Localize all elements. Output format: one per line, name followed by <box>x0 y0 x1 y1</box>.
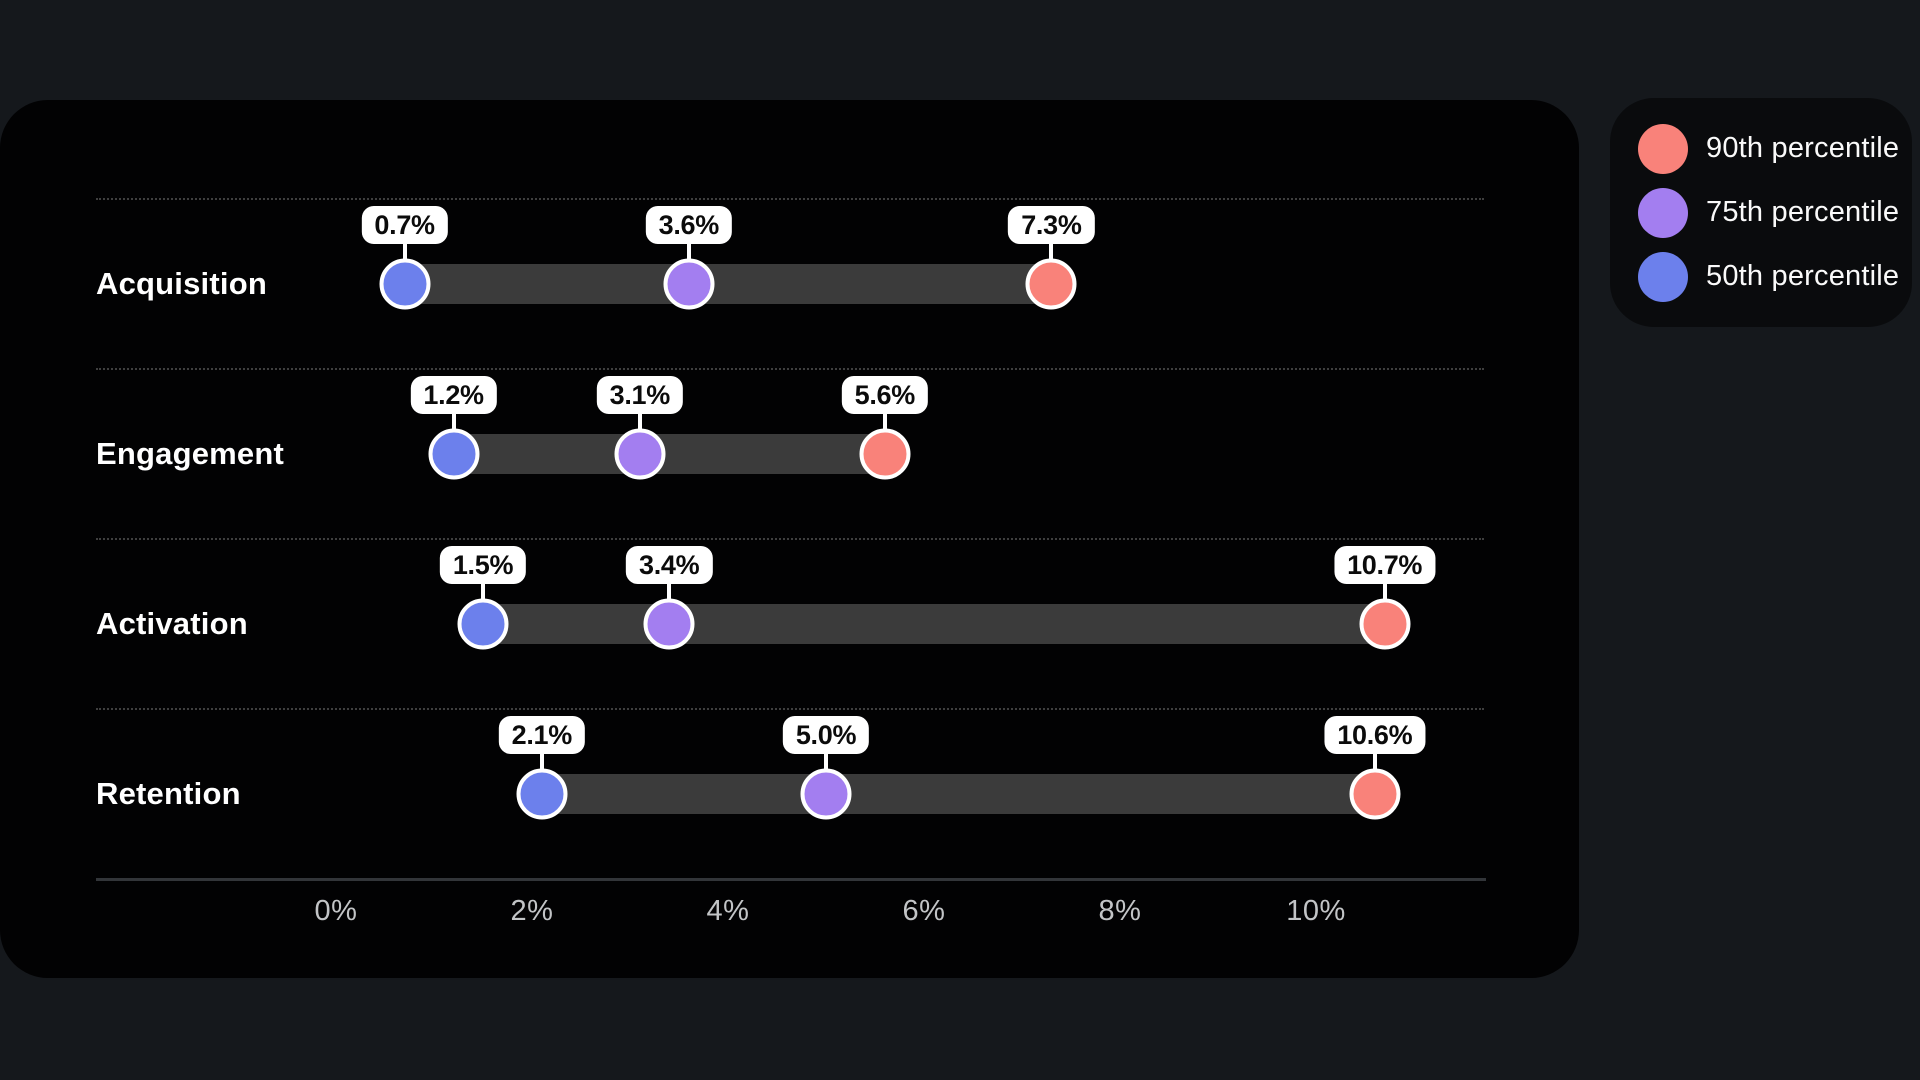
callout-stem <box>882 412 887 432</box>
category-label: Engagement <box>96 436 285 471</box>
range-bar <box>541 774 1375 814</box>
chart-card: Acquisition 0.7% 3.6% 7.3% Engagement 1.2% 3.1… <box>0 100 1579 978</box>
x-axis-line <box>96 878 1486 881</box>
category-label: Activation <box>96 606 248 641</box>
dot-p50 <box>428 428 480 480</box>
range-bar <box>453 434 885 474</box>
row-separator <box>96 368 1484 370</box>
dot-p75 <box>614 428 666 480</box>
callout-stem <box>539 752 544 772</box>
row-separator <box>96 198 1484 200</box>
dot-p90 <box>859 428 911 480</box>
dot-p50 <box>379 258 431 310</box>
value-callout: 5.6% <box>841 376 928 414</box>
value-callout: 3.4% <box>626 546 713 584</box>
range-bar <box>483 604 1385 644</box>
legend-swatch-p75 <box>1638 187 1688 238</box>
legend-swatch-p50 <box>1638 251 1688 302</box>
callout-stem <box>1372 752 1377 772</box>
legend-swatch-p90 <box>1638 123 1688 174</box>
value-callout: 1.5% <box>439 546 527 584</box>
category-label: Acquisition <box>96 266 267 301</box>
row-separator <box>96 708 1484 710</box>
callout-stem <box>686 242 691 262</box>
callout-stem <box>824 752 828 772</box>
dot-p90 <box>1349 768 1401 820</box>
value-callout: 3.1% <box>596 376 683 414</box>
dot-p75 <box>800 768 852 820</box>
callout-stem <box>402 242 407 262</box>
row-separator <box>96 538 1484 540</box>
legend-item-p90[interactable]: 90th percentile <box>1638 123 1912 174</box>
value-callout: 3.6% <box>645 206 732 244</box>
dot-p90 <box>1359 598 1411 650</box>
callout-stem <box>637 412 642 432</box>
callout-stem <box>1049 242 1054 262</box>
legend-item-p75[interactable]: 75th percentile <box>1638 187 1912 238</box>
callout-stem <box>667 582 672 602</box>
value-callout: 5.0% <box>782 716 870 754</box>
range-bar <box>404 264 1052 304</box>
value-callout: 0.7% <box>361 206 448 244</box>
dot-p50 <box>516 768 568 820</box>
x-tick-label: 6% <box>902 895 946 927</box>
dot-p90 <box>1025 258 1077 310</box>
value-callout: 10.7% <box>1334 546 1436 584</box>
value-callout: 1.2% <box>410 376 497 414</box>
x-tick-label: 10% <box>1286 895 1346 927</box>
legend-card: 90th percentile 75th percentile 50th perce… <box>1610 98 1912 327</box>
callout-stem <box>1382 582 1387 602</box>
dot-p75 <box>643 598 695 650</box>
value-callout: 2.1% <box>498 716 585 754</box>
legend-item-p50[interactable]: 50th percentile <box>1638 251 1912 302</box>
value-callout: 7.3% <box>1008 206 1095 244</box>
dot-p75 <box>663 258 715 310</box>
legend-label: 50th percentile <box>1706 260 1900 292</box>
legend-label: 75th percentile <box>1706 196 1900 228</box>
x-tick-label: 4% <box>706 895 750 927</box>
value-callout: 10.6% <box>1324 716 1426 754</box>
category-label: Retention <box>96 776 241 811</box>
x-tick-label: 0% <box>314 895 358 927</box>
dot-p50 <box>457 598 509 650</box>
legend-label: 90th percentile <box>1706 132 1900 164</box>
x-tick-label: 2% <box>510 895 554 927</box>
x-tick-label: 8% <box>1098 895 1142 927</box>
callout-stem <box>481 582 485 602</box>
callout-stem <box>451 412 456 432</box>
